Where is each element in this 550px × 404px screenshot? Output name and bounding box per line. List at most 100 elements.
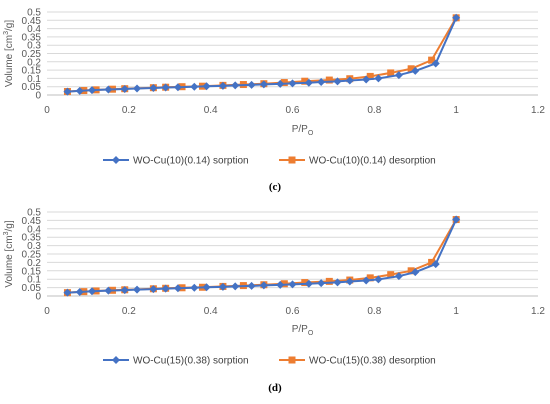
data-point-square xyxy=(325,76,333,84)
data-point-square xyxy=(325,277,333,285)
y-axis-label-sup: 3 xyxy=(3,231,10,235)
data-point-diamond xyxy=(218,282,227,291)
legend-label: WO-Cu(10)(0.14) sorption xyxy=(133,156,249,167)
data-point-diamond xyxy=(345,277,354,286)
legend: WO-Cu(15)(0.38) sorption WO-Cu(15)(0.38) … xyxy=(103,356,436,367)
x-tick-label: 0.4 xyxy=(204,306,218,317)
legend-marker-square xyxy=(288,356,296,364)
y-tick-label: 0.2 xyxy=(27,258,41,269)
y-tick-label: 0.45 xyxy=(22,216,42,227)
y-axis-label-main: Volume [cm xyxy=(4,235,15,287)
data-point-diamond xyxy=(202,82,211,91)
data-point-diamond xyxy=(120,286,129,295)
data-point-diamond xyxy=(288,79,297,88)
chart-panel-c: 00.050.10.150.20.250.30.350.40.450.50 0.2… xyxy=(3,8,545,194)
x-tick-label: 0.8 xyxy=(367,105,381,116)
data-point-diamond xyxy=(276,280,285,289)
data-point-square xyxy=(280,280,288,288)
y-tick-label: 0.5 xyxy=(27,208,41,219)
data-point-diamond xyxy=(394,272,403,281)
x-axis-label-main: P/P xyxy=(292,124,308,135)
y-axis-label-end: /g] xyxy=(4,220,15,231)
series-sorption xyxy=(63,215,461,297)
data-point-diamond xyxy=(333,278,342,287)
y-tick-label: 0.5 xyxy=(27,8,41,19)
data-point-diamond xyxy=(161,83,170,92)
data-point-diamond xyxy=(161,284,170,293)
series-sorption xyxy=(63,13,461,96)
data-point-diamond xyxy=(259,80,268,89)
data-point-diamond xyxy=(394,71,403,80)
y-tick-label: 0.25 xyxy=(22,49,42,60)
data-point-square xyxy=(428,56,436,64)
x-tick-label: 1.2 xyxy=(531,105,545,116)
x-axis-label: P/PO xyxy=(292,324,314,337)
y-tick-label: 0.05 xyxy=(22,283,42,294)
data-point-diamond xyxy=(133,84,142,93)
chart-panel-d: 00.050.10.150.20.250.30.350.40.450.50 0.2… xyxy=(3,208,545,395)
data-point-diamond xyxy=(231,282,240,291)
data-point-diamond xyxy=(452,13,461,22)
y-tick-label: 0 xyxy=(35,292,41,303)
data-point-square xyxy=(407,267,415,275)
data-point-diamond xyxy=(317,78,326,87)
data-point-diamond xyxy=(247,80,256,89)
y-axis-label-end: /g] xyxy=(4,20,15,31)
data-point-diamond xyxy=(374,275,383,284)
data-point-diamond xyxy=(104,85,113,94)
y-tick-label: 0.35 xyxy=(22,233,42,244)
y-tick-label: 0.25 xyxy=(22,250,42,261)
x-tick-label: 1.2 xyxy=(531,306,545,317)
data-point-square xyxy=(428,258,436,266)
data-point-diamond xyxy=(374,74,383,83)
x-tick-label: 0.2 xyxy=(122,105,136,116)
data-point-square xyxy=(387,271,395,279)
data-point-square xyxy=(280,79,288,87)
data-point-diamond xyxy=(173,284,182,293)
data-point-diamond xyxy=(75,287,84,296)
data-point-diamond xyxy=(149,84,158,93)
data-point-square xyxy=(301,77,309,85)
data-point-diamond xyxy=(247,281,256,290)
x-tick-label: 1 xyxy=(453,105,459,116)
x-axis-label-sub: O xyxy=(308,130,314,137)
y-tick-label: 0.15 xyxy=(22,66,42,77)
y-axis-label: Volume [cm3/g] xyxy=(3,20,15,87)
legend-label: WO-Cu(10)(0.14) desorption xyxy=(309,156,436,167)
data-point-diamond xyxy=(149,285,158,294)
data-point-diamond xyxy=(362,276,371,285)
x-tick-label: 1 xyxy=(453,306,459,317)
legend-marker-square xyxy=(288,156,296,164)
data-point-diamond xyxy=(190,283,199,292)
data-point-diamond xyxy=(304,78,313,87)
data-point-square xyxy=(366,72,374,80)
x-tick-label: 0.4 xyxy=(204,105,218,116)
legend-marker-diamond xyxy=(112,356,120,364)
data-point-diamond xyxy=(431,59,440,68)
data-point-diamond xyxy=(304,279,313,288)
data-point-diamond xyxy=(88,86,97,95)
data-point-diamond xyxy=(218,81,227,90)
panel-label: (c) xyxy=(269,181,282,193)
legend-marker-diamond xyxy=(112,156,120,164)
data-point-diamond xyxy=(133,285,142,294)
y-axis-label: Volume [cm3/g] xyxy=(3,220,15,287)
data-point-diamond xyxy=(75,86,84,95)
data-point-square xyxy=(387,69,395,77)
x-tick-label: 0.2 xyxy=(122,306,136,317)
y-axis-label-sup: 3 xyxy=(3,31,10,35)
data-point-square xyxy=(407,65,415,73)
data-point-diamond xyxy=(411,268,420,277)
data-point-diamond xyxy=(63,288,72,297)
y-tick-label: 0.05 xyxy=(22,82,42,93)
data-point-diamond xyxy=(333,77,342,86)
data-point-square xyxy=(301,279,309,287)
x-axis-label: P/PO xyxy=(292,124,314,137)
x-tick-label: 0 xyxy=(44,105,50,116)
data-point-diamond xyxy=(288,280,297,289)
data-point-diamond xyxy=(231,81,240,90)
data-point-diamond xyxy=(431,260,440,269)
x-tick-label: 0.6 xyxy=(286,105,300,116)
y-tick-label: 0.35 xyxy=(22,32,42,43)
